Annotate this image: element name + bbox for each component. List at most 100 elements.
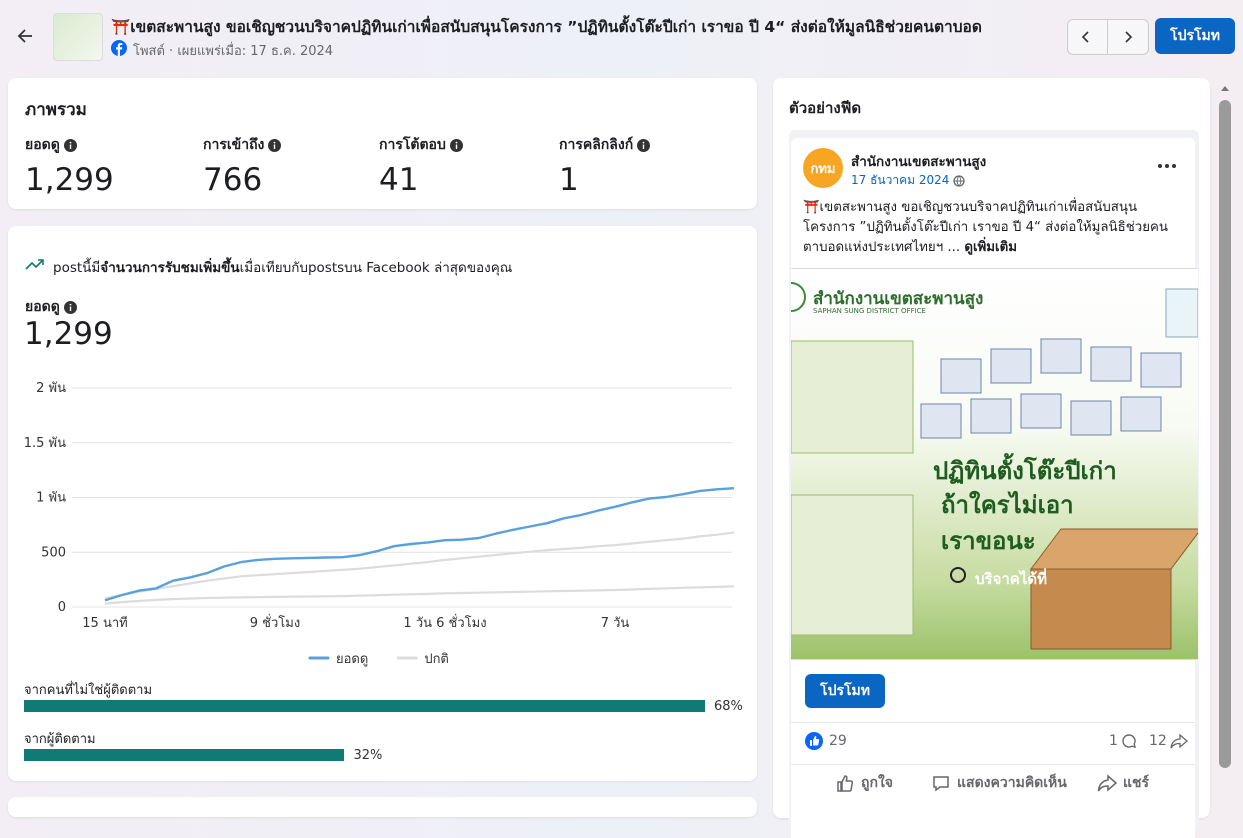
y-tick-label: 1.5 พัน xyxy=(24,436,66,451)
facebook-icon xyxy=(111,40,127,56)
icon-part xyxy=(69,144,71,149)
info-icon xyxy=(63,300,77,314)
note-text: เมื่อเทียบกับpostsบน Facebook ล่าสุดของค… xyxy=(239,260,513,276)
label: แสดงความคิดเห็น xyxy=(957,775,1067,791)
icon-part xyxy=(273,141,276,143)
post: กทม สำนักงานเขตสะพานสูง 17 ธันวาคม 2024 … xyxy=(791,138,1198,838)
image-headline: ถ้าใครไม่เอา xyxy=(941,491,1074,519)
info-icon xyxy=(449,138,463,152)
image-donate: บริจาคได้ที่ xyxy=(975,570,1047,588)
overview-title: ภาพรวม xyxy=(25,100,87,120)
promote-button[interactable]: โปรโมท xyxy=(805,674,885,708)
comment-count: 1 xyxy=(1109,733,1137,749)
note-bold: จำนวนการรับชมเพิ่มขึ้น xyxy=(100,260,240,276)
more-button[interactable] xyxy=(1157,162,1177,170)
post-text: ⛩️เขตสะพานสูง ขอเชิญชวนบริจาคปฏิทินเก่าเ… xyxy=(803,198,1183,258)
series-line xyxy=(104,531,735,600)
metric: ยอดดู 1,299 xyxy=(25,134,114,198)
y-tick-label: 500 xyxy=(41,545,66,560)
y-tick-label: 2 พัน xyxy=(36,381,66,396)
comment-action[interactable]: แสดงความคิดเห็น xyxy=(931,772,1067,794)
label: การโต้ตอบ xyxy=(379,137,446,153)
line-chart: 0 500 1 พัน 1.5 พัน 2 พัน 15 นาที 9 ชั่วโมง 1 ว… xyxy=(24,381,735,667)
overview-card: ภาพรวม ยอดดู 1,299 การเข้าถึง 766 การโต้ตอบ 4… xyxy=(8,78,757,209)
icon-part xyxy=(274,144,276,149)
divider xyxy=(791,722,1195,723)
metric-label: การเข้าถึง xyxy=(203,134,282,156)
post-subtitle: โพสต์ · เผยแพร่เมื่อ: 17 ธ.ค. 2024 xyxy=(133,44,334,59)
globe-icon xyxy=(953,174,966,187)
label: การเข้าถึง xyxy=(203,137,265,153)
x-tick-label: 1 วัน 6 ชั่วโมง xyxy=(403,614,486,631)
x-tick-label: 15 นาที xyxy=(82,615,127,631)
note-text: postนี้มี xyxy=(53,260,101,276)
metric-value: 1,299 xyxy=(25,162,114,198)
divider xyxy=(791,764,1195,765)
page-name[interactable]: สำนักงานเขตสะพานสูง xyxy=(851,154,987,170)
back-button[interactable] xyxy=(16,26,36,46)
metric-label: การโต้ตอบ xyxy=(379,134,463,156)
metric-value: 1,299 xyxy=(24,316,113,352)
label: การคลิกลิงก์ xyxy=(559,137,634,153)
feed-card: ตัวอย่างฟีด กทม สำนักงานเขตสะพานสูง 17 ธ… xyxy=(773,78,1210,838)
icon-part xyxy=(69,141,72,143)
image-art xyxy=(791,282,1198,650)
see-more[interactable]: ดูเพิ่มเติม xyxy=(964,240,1017,255)
label: ยอดดู xyxy=(25,137,60,153)
share-count: 12 xyxy=(1149,733,1188,749)
x-tick-label: 9 ชั่วโมง xyxy=(250,614,300,631)
share-action[interactable]: แชร์ xyxy=(1097,772,1149,794)
label: ถูกใจ xyxy=(861,775,893,791)
scrollbar[interactable] xyxy=(1218,84,1232,800)
post-image: สำนักงานเขตสะพานสูง SAPHAN SUNG DISTRICT… xyxy=(791,268,1198,660)
next-button[interactable] xyxy=(1120,29,1136,45)
icon-part xyxy=(642,144,645,149)
metric-label: ยอดดู xyxy=(25,134,114,156)
scroll-thumb[interactable] xyxy=(1219,100,1231,768)
pager xyxy=(1067,19,1149,55)
y-tick-label: 1 พัน xyxy=(36,491,66,506)
divider xyxy=(1107,20,1108,54)
text: ⛩️เขตสะพานสูง ขอเชิญชวนบริจาคปฏิทินเก่าเ… xyxy=(803,200,1169,255)
info-icon xyxy=(268,138,282,152)
label: ยอดดู xyxy=(25,299,60,315)
x-tick-label: 7 วัน xyxy=(601,616,630,631)
avatar: กทม xyxy=(803,148,843,188)
like-icon xyxy=(837,775,854,792)
reaction-count: 29 xyxy=(829,733,847,749)
share-icon xyxy=(1170,733,1188,749)
metric-label: ยอดดู xyxy=(25,296,77,318)
metric: การเข้าถึง 766 xyxy=(203,134,282,198)
series-line xyxy=(104,487,735,602)
bar-value-label: 32% xyxy=(353,748,383,763)
comment-icon xyxy=(1122,734,1136,748)
bar-value-label: 68% xyxy=(714,699,743,714)
count: 1 xyxy=(1109,733,1118,749)
metric: การคลิกลิงก์ 1 xyxy=(559,134,651,198)
performance-note: postนี้มีจำนวนการรับชมเพิ่มขึ้นเมื่อเทีย… xyxy=(53,256,512,278)
bar xyxy=(24,749,345,761)
icon-part xyxy=(642,141,645,143)
image-headline: ปฏิทินตั้งโต๊ะปีเก่า xyxy=(933,457,1117,485)
count: 12 xyxy=(1149,733,1167,749)
bar-label: จากคนที่ไม่ใช่ผู้ติดตาม xyxy=(24,683,153,698)
icon-part xyxy=(455,141,458,143)
trend-icon xyxy=(25,259,44,270)
info-icon xyxy=(637,138,651,152)
prev-button[interactable] xyxy=(1078,29,1094,45)
image-headline: เราขอนะ xyxy=(941,527,1036,555)
image-org: สำนักงานเขตสะพานสูง xyxy=(813,289,984,309)
image-org-en: SAPHAN SUNG DISTRICT OFFICE xyxy=(813,307,926,315)
next-card xyxy=(8,797,757,817)
promote-button[interactable]: โปรโมท xyxy=(1155,18,1235,54)
feed-title: ตัวอย่างฟีด xyxy=(789,99,862,117)
metric-value: 766 xyxy=(203,162,263,198)
date: 17 ธันวาคม 2024 xyxy=(851,173,950,187)
legend-label: ยอดดู xyxy=(336,652,368,667)
share-icon xyxy=(1097,774,1117,792)
scroll-up[interactable] xyxy=(1220,84,1230,92)
like-reaction-icon xyxy=(805,732,823,750)
like-action[interactable]: ถูกใจ xyxy=(835,772,893,794)
label: แชร์ xyxy=(1123,775,1150,791)
